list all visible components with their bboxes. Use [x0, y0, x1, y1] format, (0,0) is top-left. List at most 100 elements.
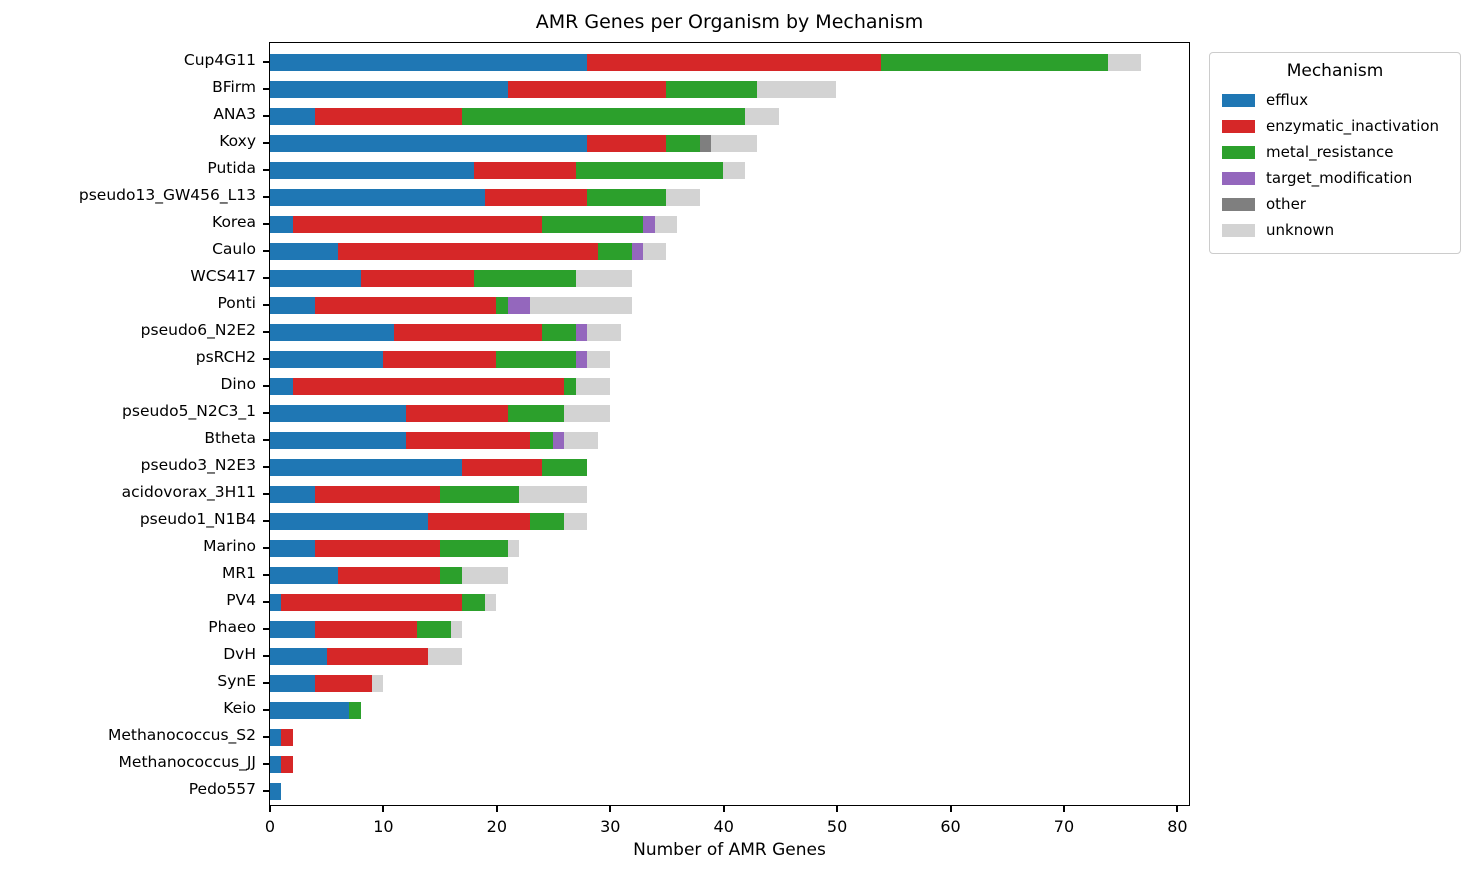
bar-segment-Putida-unknown	[722, 161, 746, 179]
bar-segment-Dino-enzymatic_inactivation	[292, 377, 565, 395]
bar-segment-Phaeo-unknown	[451, 620, 463, 638]
y-tick-label-ANA3: ANA3	[213, 105, 256, 123]
x-tick-mark-30	[609, 805, 612, 812]
bar-segment-Methanococcus_S2-enzymatic_inactivation	[281, 728, 293, 746]
bar-segment-Cup4G11-enzymatic_inactivation	[586, 53, 882, 71]
y-tick-label-MR1: MR1	[221, 564, 256, 582]
bar-segment-pseudo5_N2C3_1-unknown	[564, 404, 610, 422]
y-tick-mark-pseudo6_N2E2	[263, 331, 270, 333]
bar-segment-Dino-efflux	[270, 377, 293, 395]
bar-row-Ponti	[270, 296, 1189, 314]
y-tick-label-pseudo13_GW456_L13: pseudo13_GW456_L13	[78, 186, 256, 204]
y-tick-label-Pedo557: Pedo557	[188, 780, 256, 798]
bar-segment-Methanococcus_JJ-efflux	[270, 755, 282, 773]
bar-segment-Marino-metal_resistance	[439, 539, 508, 557]
y-tick-mark-Cup4G11	[263, 61, 270, 63]
legend-label-enzymatic_inactivation: enzymatic_inactivation	[1266, 117, 1440, 135]
bar-segment-pseudo6_N2E2-unknown	[586, 323, 621, 341]
x-tick-mark-10	[382, 805, 385, 812]
bar-segment-WCS417-efflux	[270, 269, 361, 287]
y-tick-label-pseudo3_N2E3: pseudo3_N2E3	[140, 456, 256, 474]
y-tick-label-pseudo6_N2E2: pseudo6_N2E2	[140, 321, 256, 339]
bar-segment-Btheta-metal_resistance	[530, 431, 553, 449]
bar-segment-acidovorax_3H11-enzymatic_inactivation	[315, 485, 440, 503]
y-tick-mark-Putida	[263, 169, 270, 171]
legend-label-metal_resistance: metal_resistance	[1266, 143, 1394, 161]
bar-segment-SynE-unknown	[371, 674, 384, 692]
x-tick-mark-80	[1176, 805, 1179, 812]
bar-segment-psRCH2-enzymatic_inactivation	[383, 350, 497, 368]
legend-label-target_modification: target_modification	[1266, 169, 1413, 187]
x-tick-label-30: 30	[600, 817, 621, 836]
bar-row-pseudo1_N1B4	[270, 512, 1189, 530]
legend-items: efflux enzymatic_inactivation metal_resist…	[1222, 87, 1448, 243]
bar-segment-Keio-efflux	[270, 701, 350, 719]
bar-row-Phaeo	[270, 620, 1189, 638]
bar-segment-PV4-enzymatic_inactivation	[281, 593, 463, 611]
y-tick-mark-pseudo13_GW456_L13	[263, 196, 270, 198]
legend-item-efflux: efflux	[1222, 87, 1448, 113]
legend-label-efflux: efflux	[1266, 91, 1309, 109]
x-axis-label: Number of AMR Genes	[633, 840, 826, 860]
bar-segment-WCS417-enzymatic_inactivation	[360, 269, 474, 287]
bar-segment-WCS417-metal_resistance	[473, 269, 576, 287]
bar-row-Cup4G11	[270, 53, 1189, 71]
bar-segment-Marino-efflux	[270, 539, 316, 557]
bar-row-Methanococcus_JJ	[270, 755, 1189, 773]
bar-segment-BFirm-enzymatic_inactivation	[507, 80, 667, 98]
y-tick-mark-Marino	[263, 547, 270, 549]
legend-label-other: other	[1266, 195, 1306, 213]
bar-segment-pseudo13_GW456_L13-efflux	[270, 188, 486, 206]
bar-segment-pseudo1_N1B4-efflux	[270, 512, 429, 530]
bar-segment-pseudo6_N2E2-target_modification	[575, 323, 587, 341]
bar-segment-DvH-efflux	[270, 647, 327, 665]
bar-segment-Koxy-enzymatic_inactivation	[586, 134, 667, 152]
x-tick-mark-0	[269, 805, 271, 812]
bar-segment-Caulo-metal_resistance	[598, 242, 633, 260]
bar-row-BFirm	[270, 80, 1189, 98]
y-tick-mark-Methanococcus_JJ	[263, 763, 270, 765]
bar-segment-psRCH2-efflux	[270, 350, 384, 368]
bar-segment-acidovorax_3H11-unknown	[518, 485, 587, 503]
bar-segment-ANA3-efflux	[270, 107, 316, 125]
y-tick-mark-pseudo3_N2E3	[263, 466, 270, 468]
bar-row-Koxy	[270, 134, 1189, 152]
bar-row-psRCH2	[270, 350, 1189, 368]
plot-area: 0 10 20 30 40 50 60 70 80	[263, 42, 1190, 836]
bar-segment-Phaeo-efflux	[270, 620, 316, 638]
y-tick-label-Phaeo: Phaeo	[208, 618, 256, 636]
y-tick-mark-acidovorax_3H11	[263, 493, 270, 495]
x-tick-label-10: 10	[373, 817, 394, 836]
bar-row-pseudo13_GW456_L13	[270, 188, 1189, 206]
bar-segment-pseudo3_N2E3-enzymatic_inactivation	[462, 458, 542, 476]
y-tick-label-Korea: Korea	[212, 213, 256, 231]
y-tick-label-Koxy: Koxy	[219, 132, 256, 150]
bar-row-pseudo6_N2E2	[270, 323, 1189, 341]
bar-row-PV4	[270, 593, 1189, 611]
y-tick-label-WCS417: WCS417	[190, 267, 256, 285]
legend-title: Mechanism	[1286, 61, 1384, 81]
bar-row-Methanococcus_S2	[270, 728, 1189, 746]
y-tick-mark-Koxy	[263, 142, 270, 144]
bar-segment-acidovorax_3H11-metal_resistance	[439, 485, 519, 503]
bar-segment-Phaeo-enzymatic_inactivation	[315, 620, 418, 638]
bar-segment-ANA3-enzymatic_inactivation	[315, 107, 463, 125]
x-tick-mark-20	[495, 805, 498, 812]
y-tick-label-SynE: SynE	[217, 672, 256, 690]
bar-segment-Korea-metal_resistance	[541, 215, 644, 233]
y-tick-mark-WCS417	[263, 277, 270, 279]
bar-segment-ANA3-unknown	[745, 107, 780, 125]
y-tick-label-Cup4G11: Cup4G11	[183, 51, 256, 69]
bar-segment-pseudo6_N2E2-enzymatic_inactivation	[394, 323, 542, 341]
y-tick-label-Ponti: Ponti	[217, 294, 257, 312]
bar-segment-Methanococcus_S2-efflux	[270, 728, 282, 746]
y-tick-mark-Keio	[263, 709, 270, 711]
x-tick-label-60: 60	[940, 817, 961, 836]
bar-row-ANA3	[270, 107, 1189, 125]
bar-segment-pseudo1_N1B4-enzymatic_inactivation	[428, 512, 531, 530]
bar-segment-PV4-unknown	[485, 593, 497, 611]
x-tick-label-50: 50	[826, 817, 848, 836]
y-tick-label-psRCH2: psRCH2	[195, 348, 256, 366]
y-tick-mark-pseudo5_N2C3_1	[263, 412, 270, 414]
